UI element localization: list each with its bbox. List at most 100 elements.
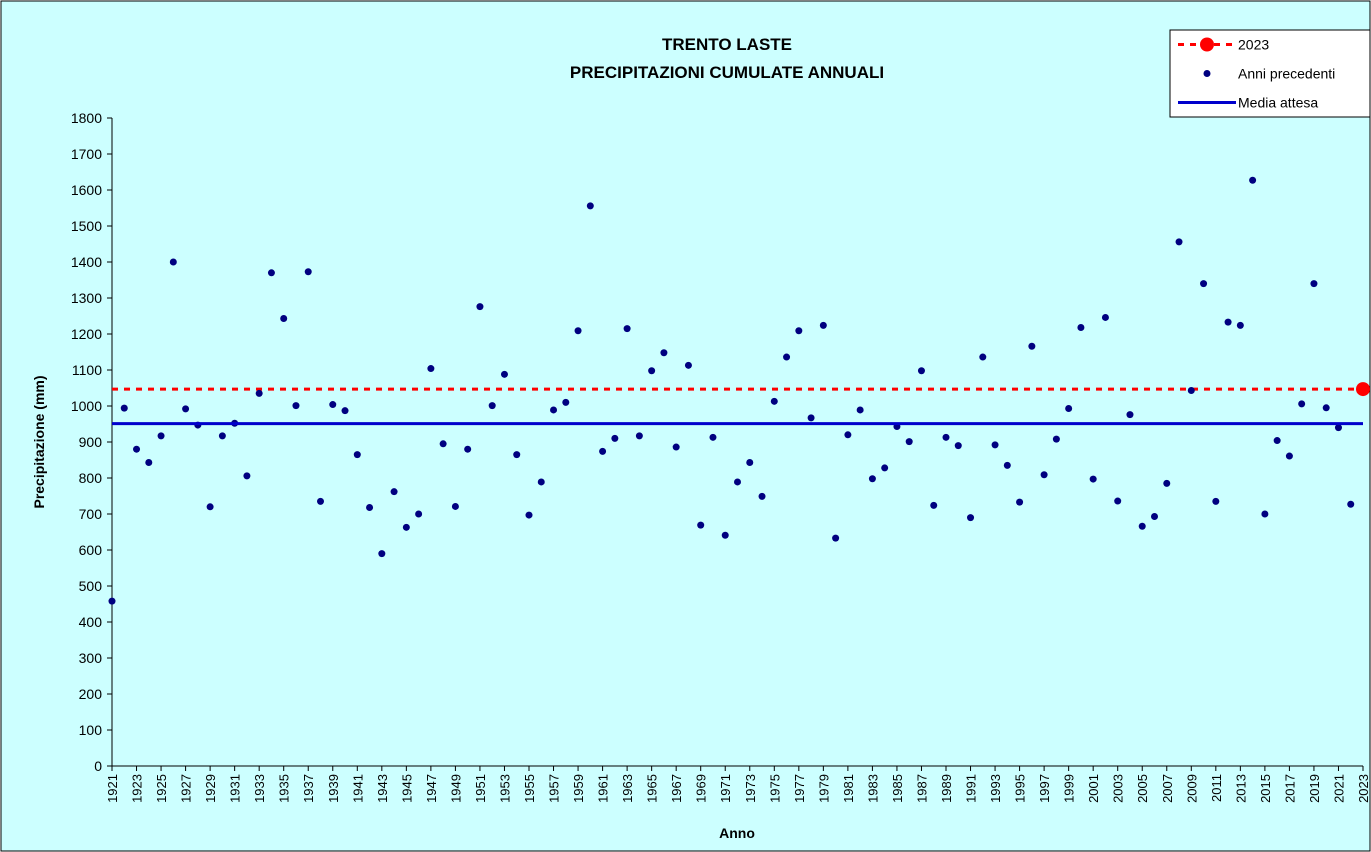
point bbox=[120, 404, 128, 412]
x-tick-label: 1945 bbox=[399, 774, 414, 803]
point bbox=[1175, 238, 1183, 246]
x-tick-label: 2023 bbox=[1356, 774, 1371, 803]
x-tick-label: 1939 bbox=[326, 774, 341, 803]
point bbox=[623, 325, 631, 333]
y-tick-label: 1800 bbox=[71, 110, 102, 126]
x-tick-label: 2015 bbox=[1258, 774, 1273, 803]
x-tick-label: 2009 bbox=[1184, 774, 1199, 803]
x-tick-label: 1973 bbox=[743, 774, 758, 803]
x-tick-label: 1967 bbox=[669, 774, 684, 803]
point bbox=[169, 258, 177, 266]
x-tick-label: 1959 bbox=[571, 774, 586, 803]
point bbox=[1212, 497, 1220, 505]
point bbox=[415, 510, 423, 518]
y-tick-label: 100 bbox=[79, 722, 103, 738]
point bbox=[488, 402, 496, 410]
point bbox=[206, 503, 214, 511]
point bbox=[1028, 342, 1036, 350]
point bbox=[856, 406, 864, 414]
point bbox=[1310, 280, 1318, 288]
x-tick-label: 1957 bbox=[547, 774, 562, 803]
point bbox=[684, 361, 692, 369]
point bbox=[758, 492, 766, 500]
y-tick-label: 1200 bbox=[71, 326, 102, 342]
y-tick-label: 1100 bbox=[72, 362, 102, 378]
x-tick-label: 1929 bbox=[203, 774, 218, 803]
point bbox=[1003, 461, 1011, 469]
y-tick-label: 1000 bbox=[71, 398, 102, 414]
point bbox=[1298, 400, 1306, 408]
x-tick-label: 1997 bbox=[1037, 774, 1052, 803]
x-tick-label: 1941 bbox=[350, 774, 365, 803]
point bbox=[427, 365, 435, 373]
x-tick-label: 1953 bbox=[497, 774, 512, 803]
point bbox=[1126, 411, 1134, 419]
x-tick-label: 1949 bbox=[448, 774, 463, 803]
x-tick-label: 2003 bbox=[1111, 774, 1126, 803]
point bbox=[954, 442, 962, 450]
point bbox=[991, 441, 999, 449]
x-tick-label: 1969 bbox=[694, 774, 709, 803]
highlight-point bbox=[1356, 382, 1370, 397]
x-tick-label: 2013 bbox=[1233, 774, 1248, 803]
point bbox=[267, 269, 275, 277]
x-tick-label: 1971 bbox=[718, 774, 733, 803]
x-tick-label: 2005 bbox=[1135, 774, 1150, 803]
x-tick-label: 1995 bbox=[1013, 774, 1028, 803]
point bbox=[145, 459, 153, 467]
point bbox=[353, 451, 361, 459]
point bbox=[1163, 479, 1171, 487]
point bbox=[917, 367, 925, 375]
y-tick-label: 1500 bbox=[71, 218, 102, 234]
point bbox=[157, 432, 165, 440]
y-tick-label: 700 bbox=[79, 506, 103, 522]
x-tick-label: 2021 bbox=[1331, 774, 1346, 803]
point bbox=[574, 327, 582, 335]
x-tick-label: 1965 bbox=[645, 774, 660, 803]
point bbox=[464, 445, 472, 453]
point bbox=[1040, 471, 1048, 479]
x-tick-label: 1985 bbox=[890, 774, 905, 803]
x-tick-label: 1931 bbox=[228, 774, 243, 803]
point bbox=[304, 268, 312, 276]
point bbox=[439, 440, 447, 448]
point bbox=[1236, 321, 1244, 329]
x-tick-label: 2011 bbox=[1209, 774, 1224, 802]
point bbox=[868, 475, 876, 483]
point bbox=[905, 438, 913, 446]
x-tick-label: 1951 bbox=[473, 774, 488, 803]
point bbox=[979, 353, 987, 361]
x-tick-label: 1993 bbox=[988, 774, 1003, 803]
point bbox=[390, 488, 398, 496]
y-tick-label: 1700 bbox=[71, 146, 102, 162]
chart-subtitle: PRECIPITAZIONI CUMULATE ANNUALI bbox=[570, 63, 884, 82]
x-tick-label: 2007 bbox=[1160, 774, 1175, 803]
point bbox=[476, 303, 484, 311]
x-tick-label: 1927 bbox=[179, 774, 194, 803]
point bbox=[1347, 500, 1355, 508]
y-tick-label: 900 bbox=[79, 434, 103, 450]
x-tick-label: 1937 bbox=[301, 774, 316, 803]
point bbox=[1101, 313, 1109, 321]
x-tick-label: 1963 bbox=[620, 774, 635, 803]
point bbox=[366, 504, 374, 512]
point bbox=[942, 433, 950, 441]
point bbox=[807, 414, 815, 422]
point bbox=[746, 459, 754, 467]
point bbox=[586, 202, 594, 210]
point bbox=[341, 407, 349, 415]
point bbox=[329, 401, 337, 409]
x-tick-label: 2001 bbox=[1086, 774, 1101, 803]
point bbox=[648, 367, 656, 375]
point bbox=[1151, 513, 1158, 521]
point bbox=[1089, 475, 1097, 483]
point bbox=[795, 327, 803, 335]
point bbox=[1261, 510, 1269, 518]
x-tick-label: 1987 bbox=[914, 774, 929, 803]
y-tick-label: 600 bbox=[79, 542, 103, 558]
point bbox=[1249, 176, 1257, 184]
y-tick-label: 500 bbox=[79, 578, 103, 594]
y-axis-title: Precipitazione (mm) bbox=[31, 375, 47, 508]
point bbox=[243, 472, 251, 480]
